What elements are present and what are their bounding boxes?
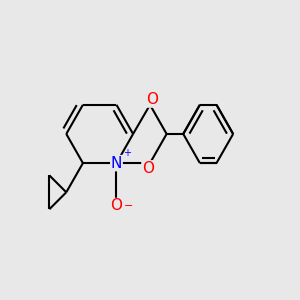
Text: −: − bbox=[124, 201, 134, 211]
Text: O: O bbox=[142, 161, 154, 176]
Text: +: + bbox=[123, 148, 130, 158]
Text: N: N bbox=[111, 156, 122, 171]
Text: O: O bbox=[110, 199, 122, 214]
Text: O: O bbox=[146, 92, 158, 107]
